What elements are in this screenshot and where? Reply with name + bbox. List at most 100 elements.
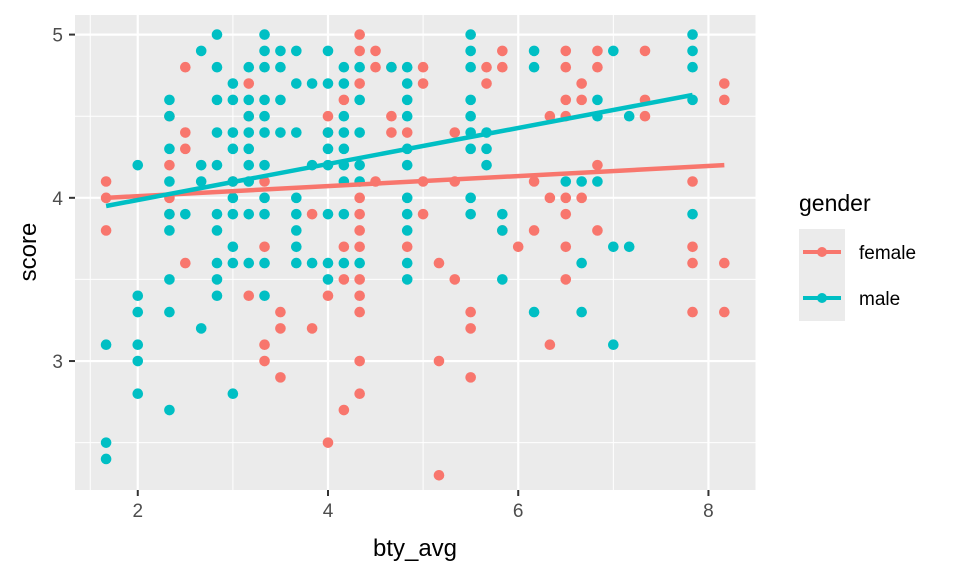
point-male [227,143,239,155]
point-male [401,192,413,204]
fit-line-male [105,92,693,209]
point-female [100,192,112,204]
point-male [227,257,239,269]
point-female [354,274,365,285]
point-male [465,143,476,155]
point-female [354,225,365,236]
fit-line-female [105,162,725,201]
points [100,29,730,481]
point-female [560,192,572,204]
point-male [164,143,175,155]
point-male [465,61,476,73]
point-female [592,61,603,73]
point-male [259,61,270,73]
point-male [291,127,302,138]
x-tick-label: 8 [703,501,714,522]
point-female [354,290,365,302]
point-female [465,306,476,318]
point-female [512,241,524,253]
point-female [576,78,587,89]
point-male [164,176,175,187]
point-male [497,208,508,220]
point-male [322,127,334,138]
point-male [259,94,270,106]
point-female [544,110,556,122]
point-male [259,192,270,204]
point-male [401,225,413,236]
point-male [322,257,334,269]
point-male [401,110,413,122]
point-female [243,290,255,302]
point-male [211,208,223,220]
point-male [354,61,365,73]
point-female [433,355,445,367]
point-female [719,94,730,106]
point-female [259,339,270,351]
point-female [528,225,540,236]
point-female [322,290,334,302]
point-female [370,45,381,57]
point-male [560,176,572,187]
point-female [417,61,429,73]
point-female [338,94,350,106]
legend-item-male: male [803,289,900,310]
point-female [449,127,461,138]
point-female [687,241,698,253]
point-male [687,45,698,57]
point-female [544,192,556,204]
point-female [275,372,286,383]
point-female [259,176,270,187]
point-male [354,257,365,269]
point-male [259,208,270,220]
point-male [528,306,540,318]
legend-title: gender [799,190,871,216]
point-male [497,225,508,236]
point-female [259,241,270,253]
point-male [401,61,413,73]
plot-panel [75,15,756,490]
point-male [211,290,223,302]
point-male [211,29,223,40]
x-tick-label: 6 [513,501,524,522]
point-male [227,94,239,106]
point-female [100,225,112,236]
point-male [275,94,286,106]
point-male [465,208,476,220]
point-male [623,110,635,122]
point-male [243,257,255,269]
point-male [227,208,239,220]
point-male [465,110,476,122]
point-female [465,323,476,334]
point-male [227,192,239,204]
point-male [227,127,239,138]
point-male [687,61,698,73]
point-male [401,159,413,171]
point-female [338,241,350,253]
y-tick-label: 4 [52,189,63,210]
point-female [639,110,651,122]
point-male [259,45,270,57]
point-female [481,78,492,89]
point-male [164,225,175,236]
legend-label: female [859,243,916,264]
point-male [306,257,318,269]
point-female [497,61,508,73]
point-female [639,45,651,57]
point-male [291,257,302,269]
point-male [322,143,334,155]
point-female [560,274,572,285]
point-male [243,127,255,138]
point-female [180,127,191,138]
point-male [195,159,207,171]
point-female [354,45,365,57]
point-male [401,208,413,220]
point-male [211,61,223,73]
point-male [576,306,587,318]
point-male [259,110,270,122]
x-axis-label: bty_avg [373,535,457,562]
point-female [528,176,540,187]
point-female [354,355,365,367]
point-female [687,257,698,269]
point-female [433,470,445,481]
point-male [608,45,619,57]
